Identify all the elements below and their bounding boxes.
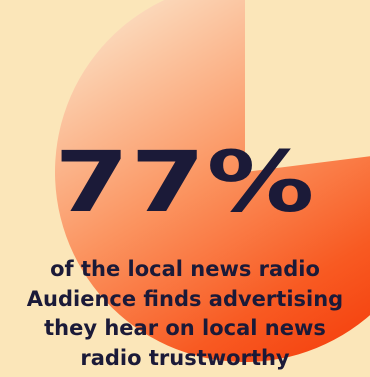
caption-line: radio trustworthy [80, 345, 290, 370]
stat-value: 77% [54, 133, 316, 231]
caption-line: Audience finds advertising [26, 286, 344, 311]
caption-line: they hear on local news [44, 316, 326, 340]
caption-line: of the local news radio [50, 257, 320, 281]
pie-slice [55, 0, 370, 362]
caption: of the local news radio Audience finds a… [0, 255, 370, 373]
